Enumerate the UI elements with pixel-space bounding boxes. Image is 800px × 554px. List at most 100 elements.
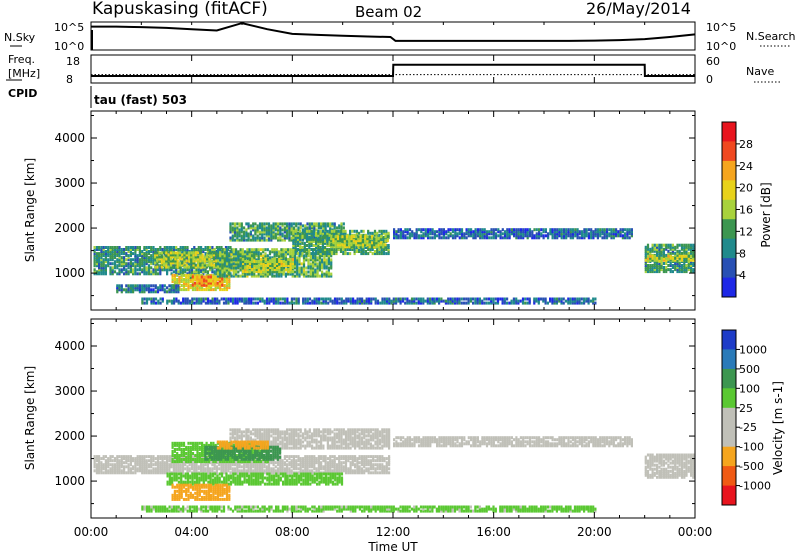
heatmap-cell (388, 299, 391, 303)
heatmap-cell (349, 248, 352, 251)
heatmap-cell (202, 248, 205, 251)
heatmap-cell (360, 250, 363, 253)
heatmap-cell (660, 262, 663, 265)
heatmap-cell (599, 228, 602, 232)
heatmap-cell (138, 248, 141, 251)
heatmap-cell (223, 264, 226, 268)
heatmap-cell (295, 459, 298, 463)
heatmap-cell (380, 229, 383, 233)
heatmap-cell (102, 270, 105, 274)
heatmap-cell (587, 301, 590, 305)
heatmap-cell (280, 252, 283, 256)
heatmap-cell (252, 236, 255, 240)
heatmap-cell (238, 234, 241, 238)
heatmap-cell (224, 251, 227, 255)
heatmap-cell (231, 222, 234, 226)
heatmap-cell (141, 262, 144, 266)
heatmap-cell (204, 268, 207, 272)
heatmap-cell (328, 233, 331, 237)
heatmap-cell (199, 251, 202, 255)
heatmap-cell (326, 252, 329, 256)
heatmap-cell (141, 250, 144, 253)
heatmap-cell (438, 228, 441, 232)
heatmap-cell (178, 278, 181, 281)
heatmap-cell (317, 224, 320, 228)
heatmap-cell (267, 467, 271, 471)
heatmap-cell (111, 250, 114, 253)
heatmap-cell (230, 252, 233, 256)
heatmap-cell (567, 230, 570, 234)
heatmap-cell (173, 297, 176, 301)
heatmap-cell (558, 228, 561, 232)
heatmap-cell (273, 256, 276, 260)
heatmap-cell (231, 226, 234, 230)
heatmap-cell (230, 268, 233, 272)
heatmap-cell (187, 255, 191, 259)
heatmap-cell (220, 463, 223, 467)
heatmap-cell (216, 299, 219, 303)
heatmap-cell (330, 245, 333, 249)
heatmap-cell (321, 258, 324, 262)
heatmap-cell (113, 262, 117, 266)
heatmap-cell (147, 290, 151, 294)
heatmap-cell (156, 248, 160, 251)
heatmap-cell (535, 232, 538, 236)
heatmap-cell (261, 299, 264, 303)
heatmap-cell (476, 230, 479, 234)
heatmap-cell (646, 266, 650, 269)
heatmap-cell (102, 266, 105, 270)
heatmap-cell (138, 264, 141, 268)
heatmap-cell (295, 467, 298, 471)
heatmap-cell (308, 301, 312, 305)
freq-left-tick-bottom: 8 (66, 73, 73, 86)
heatmap-cell (358, 250, 361, 253)
heatmap-cell (181, 463, 185, 467)
heatmap-cell (307, 264, 310, 268)
heatmap-cell (215, 469, 218, 473)
heatmap-cell (104, 256, 107, 260)
heatmap-cell (132, 268, 135, 272)
heatmap-cell (251, 260, 254, 263)
heatmap-cell (100, 457, 103, 461)
heatmap-cell (167, 261, 170, 265)
heatmap-cell (284, 254, 287, 258)
heatmap-cell (261, 232, 264, 236)
heatmap-cell (113, 248, 117, 251)
heatmap-cell (463, 301, 466, 305)
heatmap-cell (397, 228, 400, 232)
heatmap-cell (382, 243, 385, 247)
heatmap-cell (113, 250, 117, 253)
heatmap-cell (288, 238, 291, 242)
heatmap-cell (150, 254, 153, 258)
heatmap-cell (451, 228, 455, 232)
heatmap-cell (107, 258, 110, 262)
heatmap-cell (229, 471, 232, 475)
heatmap-cell (154, 467, 157, 471)
heatmap-cell (118, 268, 121, 272)
heatmap-cell (551, 236, 554, 240)
heatmap-cell (143, 268, 146, 272)
heatmap-cell (209, 248, 212, 251)
heatmap-cell (658, 243, 661, 247)
heatmap-cell (243, 301, 246, 305)
heatmap-cell (307, 262, 310, 266)
heatmap-cell (366, 239, 369, 243)
heatmap-cell (176, 261, 179, 265)
heatmap-cell (465, 301, 468, 305)
heatmap-cell (662, 251, 665, 255)
heatmap-cell (281, 469, 284, 473)
heatmap-cell (317, 248, 320, 251)
heatmap-cell (167, 265, 170, 269)
heatmap-cell (123, 268, 126, 272)
heatmap-cell (225, 250, 229, 254)
heatmap-cell (275, 299, 278, 303)
heatmap-cell (387, 246, 390, 249)
heatmap-cell (129, 286, 132, 290)
heatmap-cell (628, 236, 631, 240)
heatmap-cell (272, 236, 275, 240)
heatmap-cell (272, 222, 275, 226)
heatmap-cell (209, 275, 212, 279)
heatmap-cell (152, 258, 155, 262)
heatmap-cell (216, 254, 219, 258)
heatmap-cell (562, 236, 566, 240)
